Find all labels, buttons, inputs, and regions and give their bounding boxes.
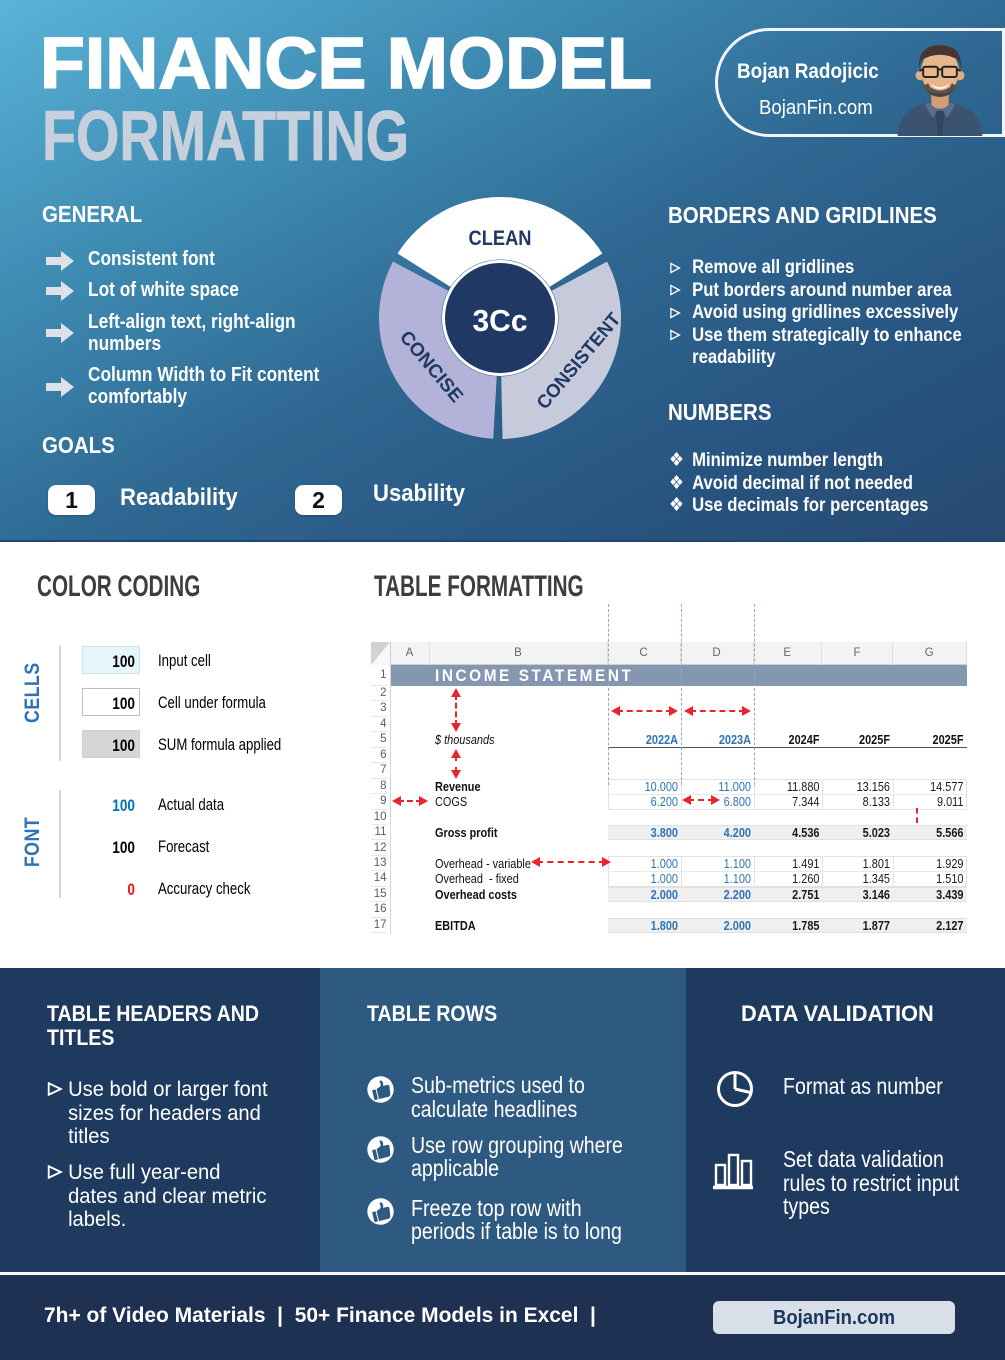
svg-text:3Cc: 3Cc	[473, 303, 528, 338]
svg-text:CLEAN: CLEAN	[469, 227, 532, 250]
